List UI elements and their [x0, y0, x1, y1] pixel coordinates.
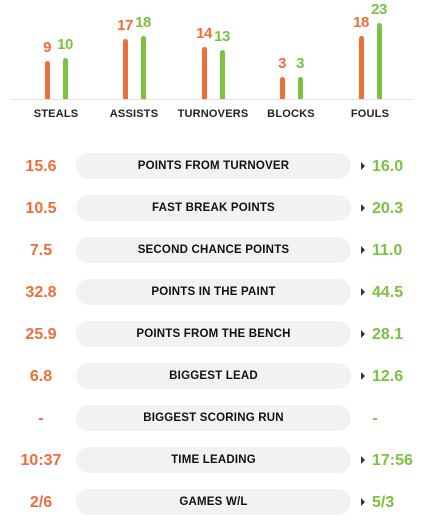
- stat-label: FAST BREAK POINTS: [76, 195, 351, 221]
- stat-row: 25.9 POINTS FROM THE BENCH 28.1: [0, 314, 429, 356]
- leader-arrow-icon: [361, 204, 365, 212]
- stat-row: 15.6 POINTS FROM TURNOVER 16.0: [0, 146, 429, 188]
- home-stat-value: 25.9: [25, 326, 57, 343]
- home-stat-value: -: [38, 410, 44, 427]
- stat-row: 7.5 SECOND CHANCE POINTS 11.0: [0, 230, 429, 272]
- stat-row: - BIGGEST SCORING RUN -: [0, 398, 429, 440]
- bar-away: [140, 36, 146, 99]
- stat-label: TIME LEADING: [76, 447, 351, 473]
- bar-value-label: 23: [371, 0, 387, 18]
- bar-away: [219, 49, 225, 99]
- home-stat-value: 15.6: [25, 158, 57, 175]
- chart-baseline: [12, 99, 412, 100]
- bar-value-label: 10: [57, 36, 73, 53]
- bar-value-label: 13: [214, 27, 230, 45]
- bar-away: [62, 58, 68, 99]
- category-label: ASSISTS: [109, 108, 159, 120]
- bar-home: [279, 76, 285, 99]
- away-stat-value: 11.0: [372, 242, 403, 259]
- away-stat-value: 44.5: [372, 284, 404, 301]
- away-stat-value: 12.6: [372, 368, 404, 385]
- stat-label: POINTS FROM TURNOVER: [76, 153, 351, 179]
- bar-value-label: 3: [296, 54, 304, 72]
- bar-value-label: 17: [117, 17, 133, 35]
- category-label: FOULS: [350, 108, 390, 120]
- away-stat-value: 28.1: [372, 326, 404, 343]
- home-stat-value: 6.8: [29, 368, 53, 385]
- leader-arrow-icon: [361, 456, 365, 464]
- stat-row: 10:37 TIME LEADING 17:56: [0, 440, 429, 482]
- bar-value-label: 14: [196, 25, 212, 43]
- bar-value-label: 3: [278, 54, 286, 72]
- home-stat-value: 2/6: [29, 494, 53, 511]
- stat-label: POINTS FROM THE BENCH: [76, 321, 351, 347]
- home-stat-value: 32.8: [25, 284, 57, 301]
- home-stat-value: 10:37: [20, 452, 62, 469]
- leader-arrow-icon: [361, 498, 365, 506]
- home-stat-value: 7.5: [29, 242, 53, 259]
- leader-arrow-icon: [361, 246, 365, 254]
- home-stat-value: 10.5: [25, 200, 57, 217]
- stat-label: POINTS IN THE PAINT: [76, 279, 351, 305]
- stat-row: 6.8 BIGGEST LEAD 12.6: [0, 356, 429, 398]
- away-stat-value: 20.3: [372, 200, 404, 217]
- bar-away: [376, 22, 382, 99]
- leader-arrow-icon: [361, 372, 365, 380]
- bar-value-label: 18: [135, 14, 151, 32]
- category-label: TURNOVERS: [177, 108, 249, 120]
- away-stat-value: 5/3: [372, 494, 395, 511]
- bar-value-label: 18: [353, 14, 369, 32]
- leader-arrow-icon: [361, 288, 365, 296]
- away-stat-value: 16.0: [372, 158, 404, 175]
- stat-label: GAMES W/L: [76, 489, 351, 515]
- category-label: BLOCKS: [267, 108, 315, 120]
- away-stat-value: -: [372, 410, 378, 427]
- stat-row: 2/6 GAMES W/L 5/3: [0, 482, 429, 524]
- bar-home: [358, 36, 364, 99]
- bar-home: [201, 47, 207, 99]
- stat-label: BIGGEST LEAD: [76, 363, 351, 389]
- bar-value-label: 9: [43, 38, 51, 56]
- leader-arrow-icon: [361, 330, 365, 338]
- stat-row: 10.5 FAST BREAK POINTS 20.3: [0, 188, 429, 230]
- away-stat-value: 17:56: [372, 452, 413, 469]
- category-label: STEALS: [33, 108, 79, 120]
- bar-home: [44, 60, 50, 99]
- leader-arrow-icon: [361, 162, 365, 170]
- stat-label: SECOND CHANCE POINTS: [76, 237, 351, 263]
- bar-away: [297, 76, 303, 99]
- stat-label: BIGGEST SCORING RUN: [76, 405, 351, 431]
- bar-home: [122, 39, 128, 99]
- stat-row: 32.8 POINTS IN THE PAINT 44.5: [0, 272, 429, 314]
- team-comparison-chart: STEALS 9 10 ASSISTS 17 18 TURNOVERS 14 13 BLOCKS 3…: [0, 0, 429, 130]
